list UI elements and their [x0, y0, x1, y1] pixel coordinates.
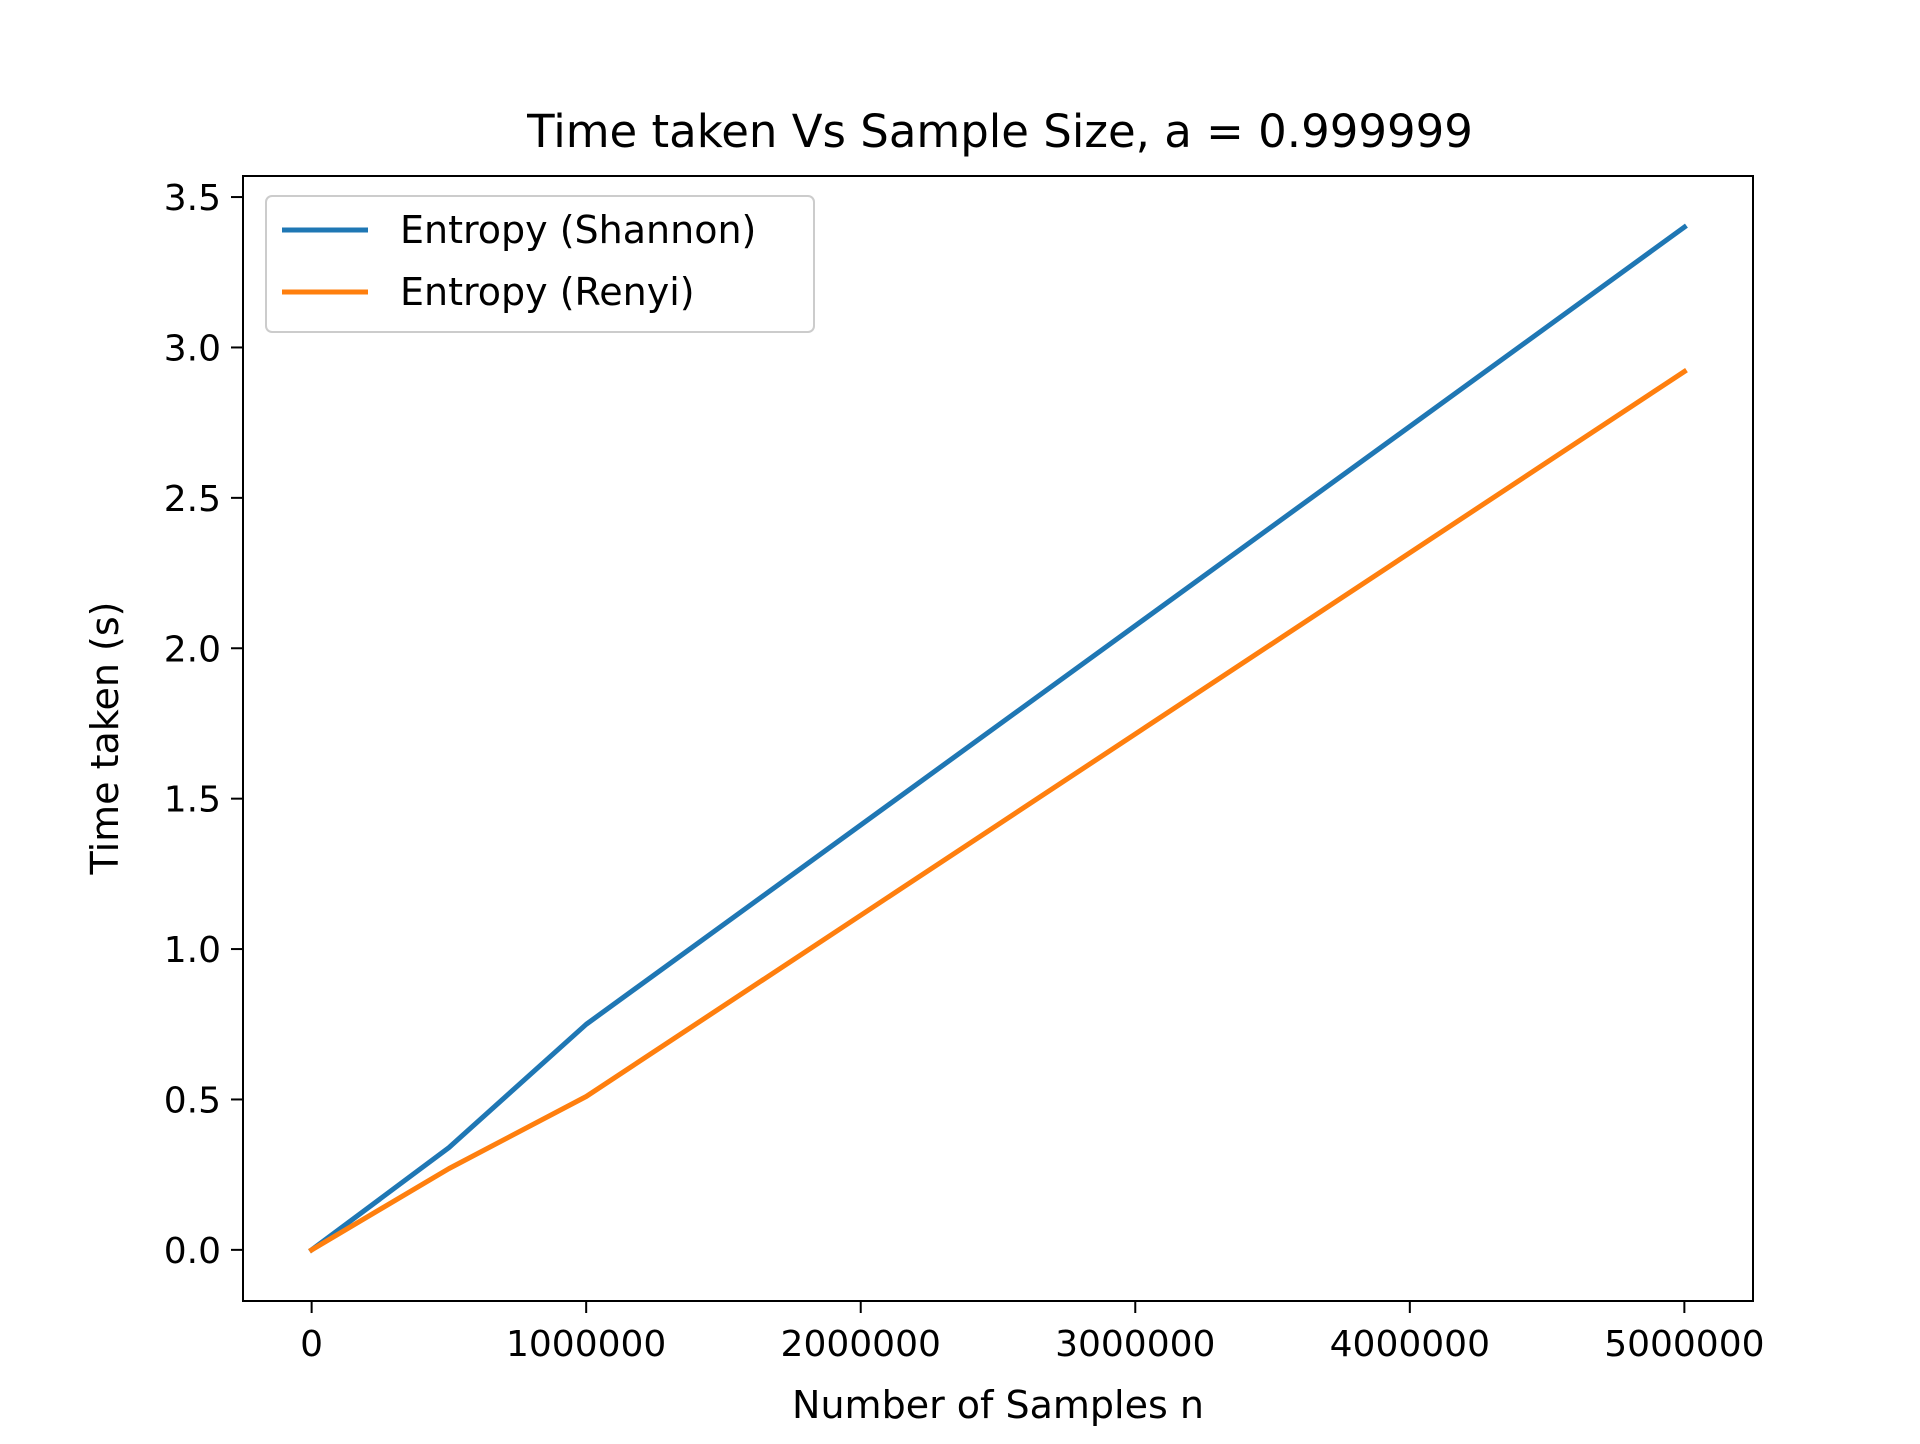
chart-title: Time taken Vs Sample Size, a = 0.999999: [526, 105, 1473, 158]
x-tick-label: 2000000: [781, 1324, 941, 1365]
y-tick-label: 3.0: [164, 328, 221, 369]
axes-frame: [242, 175, 1754, 1302]
x-tick-label: 1000000: [506, 1324, 666, 1365]
y-tick-label: 1.0: [164, 930, 221, 971]
legend-label-renyi: Entropy (Renyi): [400, 270, 695, 314]
x-tick-label: 0: [300, 1324, 323, 1365]
y-tick-label: 2.0: [164, 629, 221, 670]
x-tick-label: 5000000: [1604, 1324, 1764, 1365]
legend-box: [265, 195, 815, 333]
x-tick-label: 3000000: [1055, 1324, 1215, 1365]
y-tick-label: 2.5: [164, 479, 221, 520]
y-axis-ticks: 0.0 0.5 1.0 1.5 2.0 2.5 3.0 3.5: [164, 178, 243, 1272]
legend-label-shannon: Entropy (Shannon): [400, 208, 756, 252]
series-line-entropy-renyi: [308, 368, 1688, 1254]
x-axis-label: Number of Samples n: [792, 1383, 1204, 1427]
x-tick-label: 4000000: [1330, 1324, 1490, 1365]
x-axis-ticks: 0 1000000 2000000 3000000 4000000 5000000: [300, 1301, 1765, 1365]
y-tick-label: 1.5: [164, 780, 221, 821]
y-tick-label: 0.0: [164, 1231, 221, 1272]
series-layer: [308, 223, 1688, 1254]
legend: Entropy (Shannon) Entropy (Renyi): [265, 195, 815, 333]
series-line-entropy-shannon: [308, 223, 1688, 1254]
y-tick-label: 0.5: [164, 1080, 221, 1121]
y-tick-label: 3.5: [164, 178, 221, 219]
y-axis-label: Time taken (s): [83, 602, 127, 876]
